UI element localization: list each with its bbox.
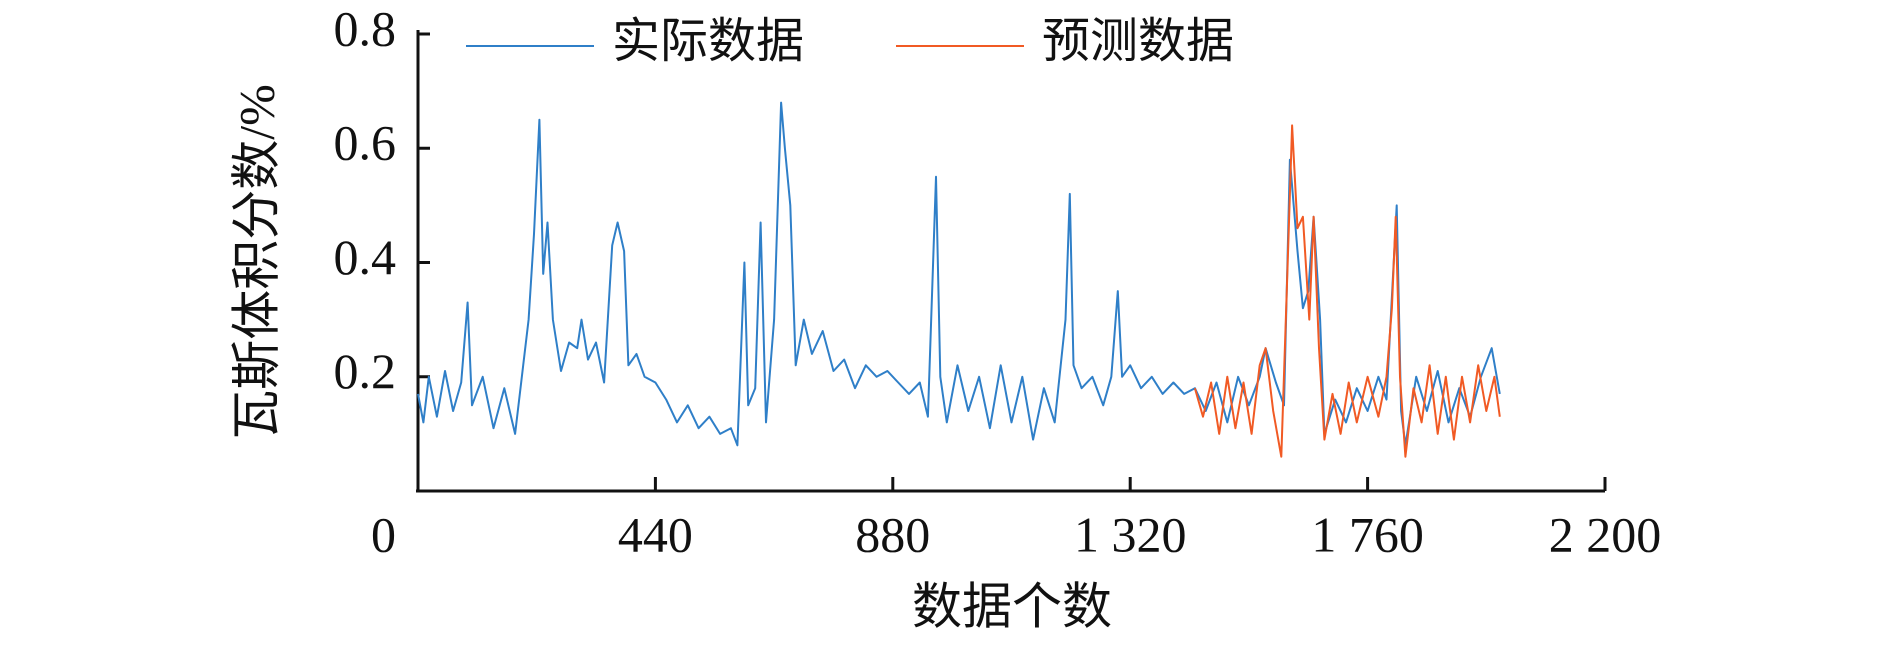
x-tick-label: 2 200 xyxy=(1549,506,1662,562)
data-line xyxy=(417,101,1501,447)
legend-label: 实际数据 xyxy=(612,15,804,68)
x-axis-label: 数据个数 xyxy=(912,578,1112,634)
x-tick-label: 1 760 xyxy=(1311,506,1424,562)
x-tick-label: 1 320 xyxy=(1074,506,1187,562)
data-line xyxy=(1193,124,1501,458)
x-tick-label: 440 xyxy=(618,506,693,562)
y-tick-label: 0.6 xyxy=(334,115,397,171)
y-tick-label: 0.4 xyxy=(334,229,397,285)
x-tick-label: 0 xyxy=(371,506,396,562)
legend-label: 预测数据 xyxy=(1042,15,1234,68)
y-tick-label: 0.8 xyxy=(334,0,397,56)
y-tick-label: 0.2 xyxy=(334,343,397,399)
x-tick-label: 880 xyxy=(855,506,930,562)
y-axis-label: 瓦斯体积分数/% xyxy=(228,84,284,440)
